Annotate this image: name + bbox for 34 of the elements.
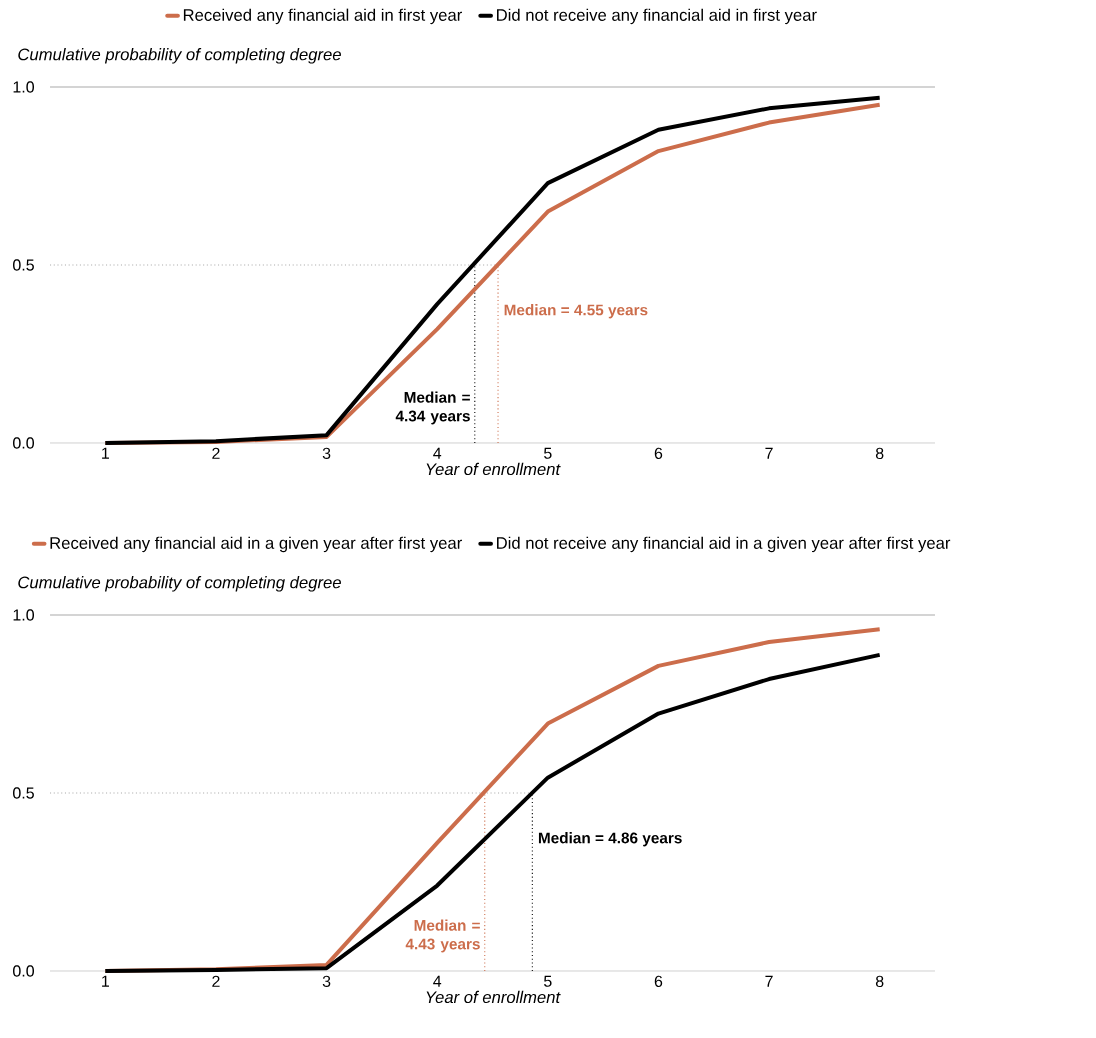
y-tick-label: 0.0 bbox=[13, 437, 35, 449]
y-axis-title: Cumulative probability of completing degree bbox=[18, 48, 341, 64]
x-tick-label: 5 bbox=[544, 975, 552, 987]
x-tick-label: 3 bbox=[322, 975, 331, 988]
x-tick-label: 5 bbox=[544, 447, 552, 459]
ref-line-label: Median = 4.86 years bbox=[538, 832, 682, 847]
y-axis-title: Cumulative probability of completing degree bbox=[18, 576, 341, 592]
y-tick-label: 0.5 bbox=[13, 259, 34, 271]
x-axis-title: Year of enrollment bbox=[426, 462, 561, 476]
x-tick-label: 6 bbox=[654, 447, 663, 460]
ref-line-label: Median = 4.43 years bbox=[405, 919, 480, 953]
x-tick-label: 2 bbox=[212, 975, 220, 987]
x-tick-label: 4 bbox=[433, 975, 442, 987]
x-tick-label: 3 bbox=[322, 447, 331, 460]
y-tick-label: 1.0 bbox=[13, 81, 35, 93]
ref-line-label: Median = 4.55 years bbox=[504, 304, 648, 319]
x-tick-label: 1 bbox=[102, 975, 109, 987]
y-tick-label: 1.0 bbox=[13, 609, 35, 621]
x-tick-label: 4 bbox=[433, 447, 442, 459]
y-tick-label: 0.5 bbox=[13, 787, 34, 799]
ref-line-label: Median = 4.34 years bbox=[395, 391, 470, 425]
x-axis-title: Year of enrollment bbox=[426, 990, 561, 1004]
x-tick-label: 8 bbox=[875, 447, 884, 460]
legend-label: Did not receive any financial aid in a given year after first year bbox=[497, 536, 951, 553]
x-tick-label: 6 bbox=[654, 975, 663, 988]
x-tick-label: 8 bbox=[875, 975, 884, 988]
legend-label: Received any financial aid in a given year after first year bbox=[50, 536, 462, 553]
x-tick-label: 2 bbox=[212, 447, 220, 459]
legend-label: Did not receive any financial aid in first year bbox=[497, 8, 817, 25]
legend-label: Received any financial aid in first year bbox=[183, 8, 462, 25]
y-tick-label: 0.0 bbox=[13, 965, 35, 977]
x-tick-label: 7 bbox=[765, 447, 773, 459]
x-tick-label: 7 bbox=[765, 975, 773, 987]
x-tick-label: 1 bbox=[102, 447, 109, 459]
